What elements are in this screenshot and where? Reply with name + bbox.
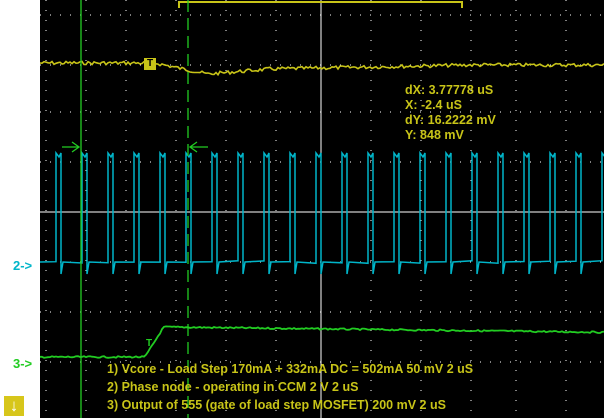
ch2-phase-node-trace (40, 150, 604, 275)
cursor-dy-readout: dY: 16.2222 mV (405, 113, 496, 127)
waveform-plot (40, 0, 604, 418)
legend-ch3: 3) Output of 555 (gate of load step MOSF… (107, 398, 446, 412)
trigger-bracket (178, 1, 463, 8)
down-arrow-button[interactable]: ↓ (4, 396, 24, 416)
ch1-trigger-marker: T (144, 58, 156, 70)
ch3-gate-trace (40, 325, 604, 359)
legend-ch1: 1) Vcore - Load Step 170mA + 332mA DC = … (107, 362, 474, 376)
ch3-ground-marker: 3-> (13, 356, 33, 371)
cursor-1-arrow (62, 141, 81, 153)
ch2-ground-marker: 2-> (13, 258, 33, 273)
waveform-screen: T T dX: 3.77778 uS X: -2.4 uS dY: 16.222… (40, 0, 604, 418)
cursor-x-readout: X: -2.4 uS (405, 98, 462, 112)
cursor-2-arrow (188, 141, 208, 153)
ch3-trigger-marker: T (145, 338, 153, 349)
cursor-y-readout: Y: 848 mV (405, 128, 464, 142)
legend-ch2: 2) Phase node - operating in CCM 2 V 2 u… (107, 380, 359, 394)
ch1-vcore-trace (40, 60, 604, 77)
cursor-dx-readout: dX: 3.77778 uS (405, 83, 494, 97)
